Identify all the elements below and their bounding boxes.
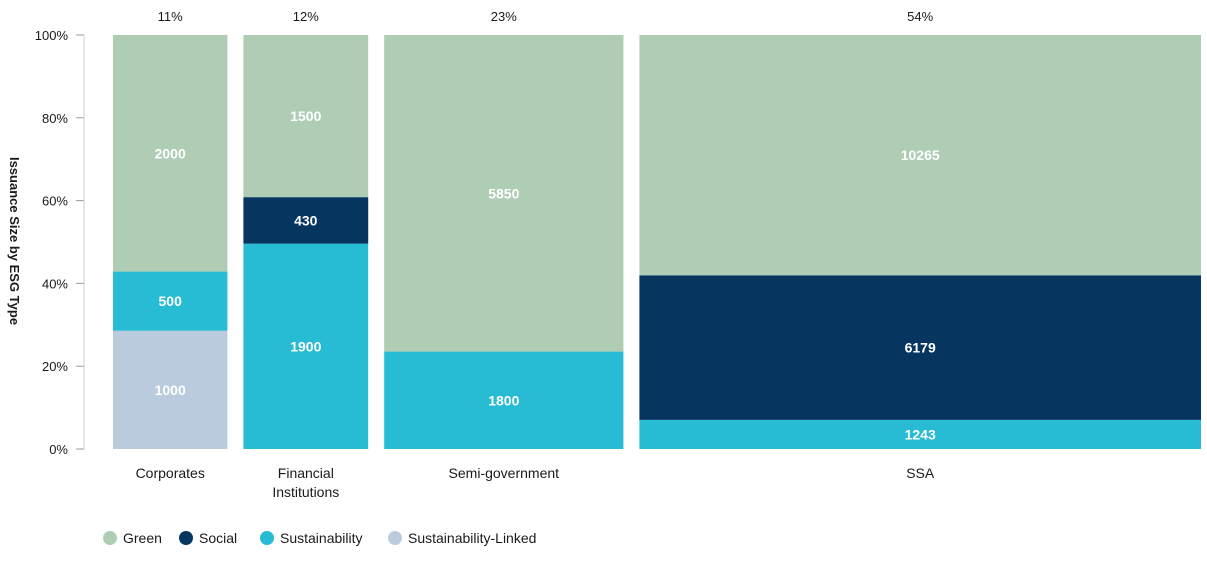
x-tick-label: SSA	[906, 465, 935, 481]
legend-swatch	[179, 531, 193, 545]
bar-segment-social	[243, 197, 369, 244]
bar-group: 1900 430 1500 12% Financial Institutions	[243, 9, 369, 500]
data-label: 2000	[155, 145, 186, 161]
data-label: 1500	[290, 108, 321, 124]
bar-segment-green	[113, 35, 228, 272]
x-tick-label: Institutions	[272, 484, 339, 500]
data-label: 1243	[905, 426, 936, 442]
y-tick-label: 60%	[42, 194, 68, 209]
bars: 1000 500 2000 11% Corporates 1900 430 1500 12% Fi…	[113, 9, 1201, 500]
y-tick-label: 20%	[42, 359, 68, 374]
bar-segment-sustainability-linked	[113, 330, 228, 449]
x-tick-label: Semi-government	[449, 465, 560, 481]
bar-segment-sustainability	[113, 271, 228, 331]
share-label: 54%	[907, 9, 933, 24]
data-label: 6179	[905, 340, 936, 356]
bar-group: 1000 500 2000 11% Corporates	[113, 9, 228, 481]
legend-label: Social	[199, 530, 237, 546]
data-label: 1000	[155, 382, 186, 398]
y-tick-label: 100%	[35, 28, 69, 43]
data-label: 1900	[290, 338, 321, 354]
legend-swatch	[388, 531, 402, 545]
bar-segment-green	[384, 35, 624, 352]
bar-segment-green	[243, 35, 369, 198]
bar-group: 1800 5850 23% Semi-government	[384, 9, 624, 481]
legend-label: Sustainability-Linked	[408, 530, 536, 546]
y-tick-label: 80%	[42, 111, 68, 126]
y-tick-label: 0%	[49, 442, 68, 457]
legend-label: Sustainability	[280, 530, 363, 546]
share-label: 11%	[158, 9, 183, 24]
x-tick-label: Financial	[278, 465, 334, 481]
data-label: 5850	[488, 185, 519, 201]
legend: Green Social Sustainability Sustainability-…	[103, 530, 536, 546]
bar-segment-sustainability	[639, 419, 1201, 449]
bar-segment-sustainability	[384, 351, 624, 449]
y-tick-label: 40%	[42, 276, 68, 291]
y-axis-label: Issuance Size by ESG Type	[7, 157, 22, 325]
bar-segment-social	[639, 275, 1201, 420]
data-label: 1800	[488, 392, 519, 408]
y-axis-ticks: 0% 20% 40% 60% 80% 100%	[35, 28, 84, 457]
legend-swatch	[260, 531, 274, 545]
legend-swatch	[103, 531, 117, 545]
data-label: 10265	[901, 147, 940, 163]
data-label: 500	[159, 293, 183, 309]
bar-group: 1243 6179 10265 54% SSA	[639, 9, 1201, 481]
bar-segment-green	[639, 35, 1201, 276]
x-tick-label: Corporates	[136, 465, 205, 481]
data-label: 430	[294, 212, 318, 228]
legend-label: Green	[123, 530, 162, 546]
share-label: 12%	[293, 9, 319, 24]
share-label: 23%	[491, 9, 517, 24]
bar-segment-sustainability	[243, 243, 369, 449]
